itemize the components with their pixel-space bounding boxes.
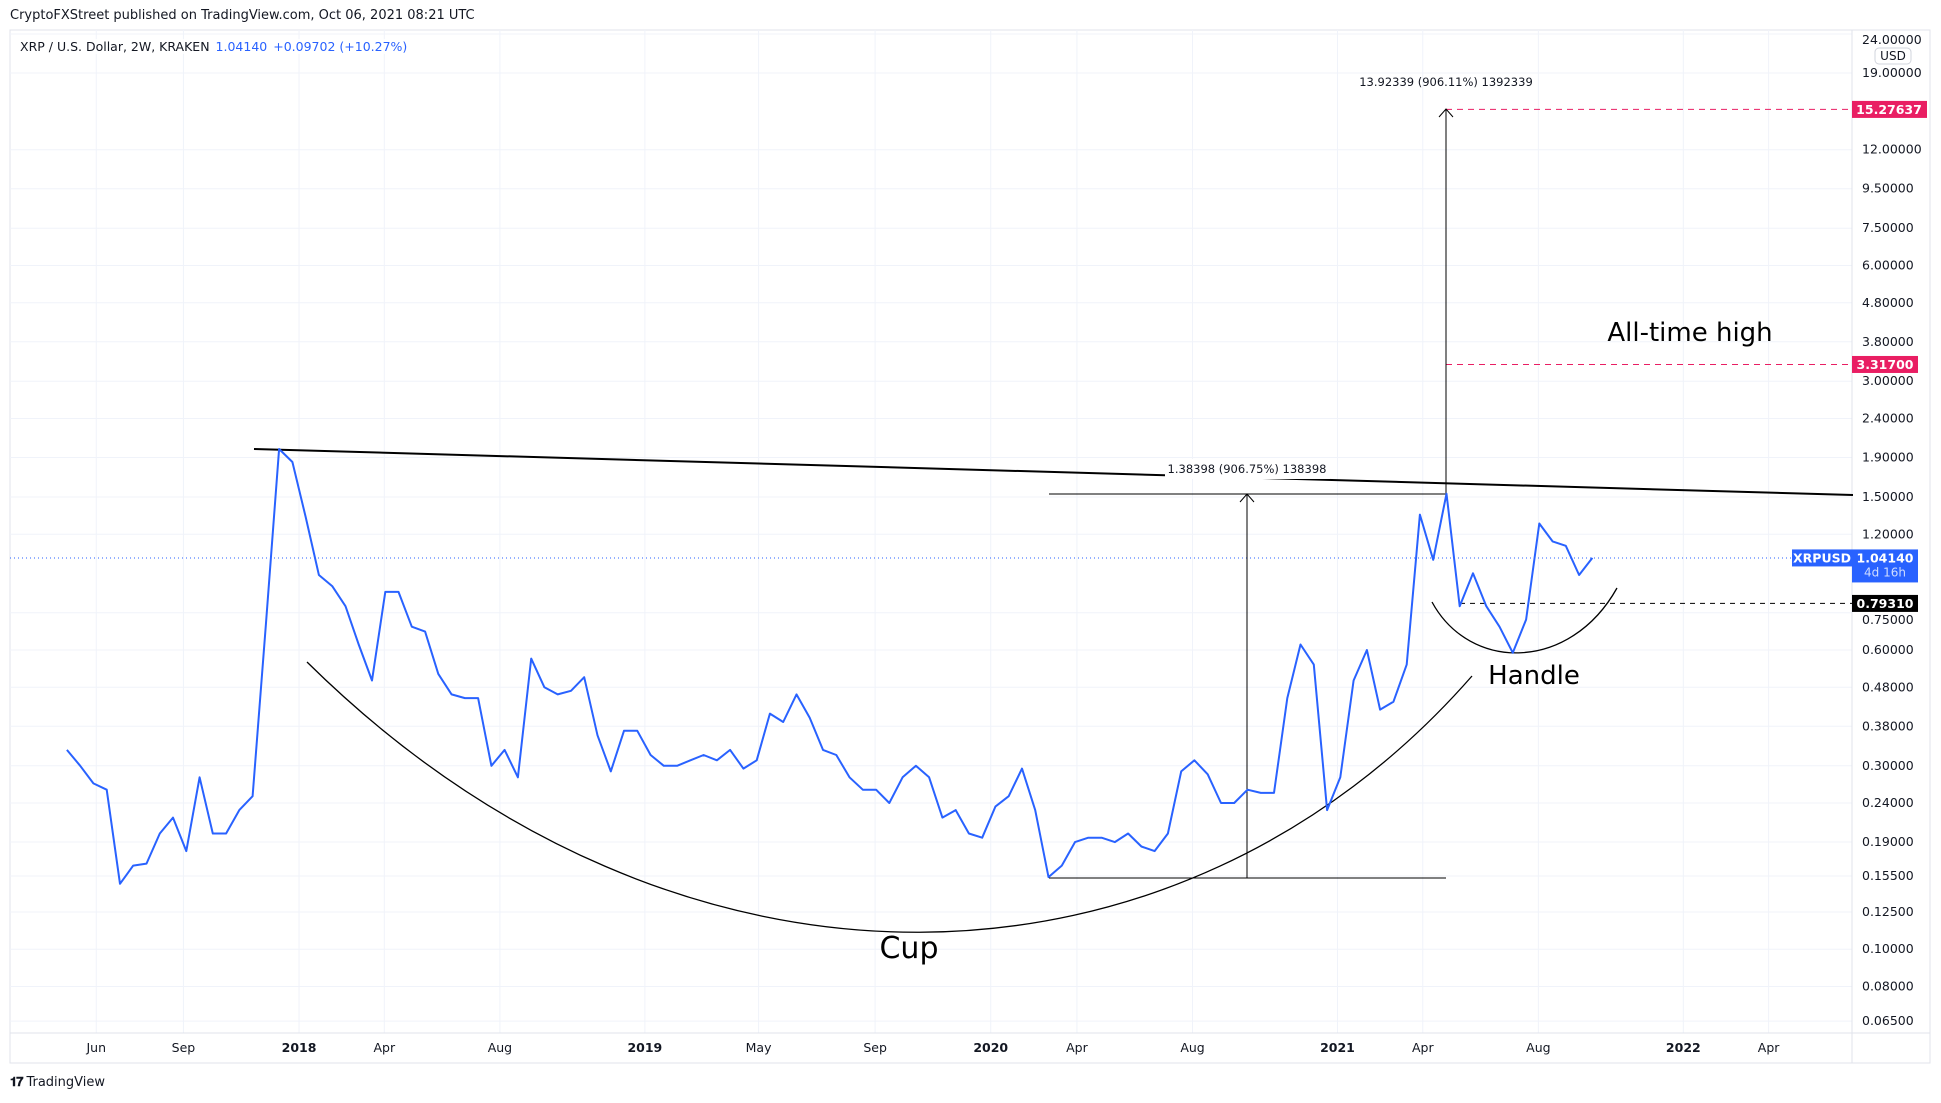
cup-annotation: Cup (879, 931, 938, 966)
price-tick-label: 0.75000 (1862, 612, 1914, 627)
price-tick-label: 0.19000 (1862, 834, 1914, 849)
countdown-text: 4d 16h (1864, 565, 1906, 579)
price-tick-label: 24.00000 (1862, 32, 1922, 47)
currency-badge[interactable]: USD (1874, 47, 1912, 65)
time-tick-label: 2020 (973, 1040, 1008, 1055)
last-price: 1.04140 (215, 39, 268, 54)
arrow-up-icon (1239, 493, 1255, 503)
time-tick-label: 2018 (282, 1040, 317, 1055)
price-tick-label: 7.50000 (1862, 220, 1914, 235)
time-tick-label: Apr (1758, 1040, 1780, 1055)
price-tick-label: 0.48000 (1862, 679, 1914, 694)
resistance-trendline[interactable] (253, 448, 1854, 496)
time-tick-label: 2019 (627, 1040, 662, 1055)
time-tick-label: 2021 (1320, 1040, 1355, 1055)
cup-arc[interactable] (306, 661, 1473, 933)
price-tick-label: 1.50000 (1862, 489, 1914, 504)
price-tick-label: 0.24000 (1862, 795, 1914, 810)
time-tick-label: Aug (1526, 1040, 1550, 1055)
measure-cup-label: 1.38398 (906.75%) 138398 (1168, 462, 1327, 476)
svg-text:15.27637: 15.27637 (1856, 102, 1922, 117)
arrow-up-icon (1438, 108, 1454, 118)
price-tick-label: 1.20000 (1862, 526, 1914, 541)
symbol-tag-text: XRPUSD (1793, 550, 1851, 565)
publish-info: CryptoFXStreet published on TradingView.… (10, 8, 475, 23)
price-tick-label: 19.00000 (1862, 65, 1922, 80)
xrp-price-series[interactable] (66, 448, 1594, 885)
measure-target-label: 13.92339 (906.11%) 1392339 (1359, 75, 1533, 89)
symbol-title: XRP / U.S. Dollar, 2W, KRAKEN (20, 39, 210, 54)
cup-depth-measure[interactable] (1049, 493, 1446, 879)
chart-frame (9, 29, 1931, 1064)
svg-text:3.31700: 3.31700 (1857, 357, 1914, 372)
price-tick-label: 1.90000 (1862, 450, 1914, 465)
price-tick-label: 0.12500 (1862, 904, 1914, 919)
price-tick-label: 12.00000 (1862, 142, 1922, 157)
handle-annotation: Handle (1488, 661, 1580, 691)
current-price-text: 1.04140 (1857, 550, 1914, 565)
price-tick-label: 3.00000 (1862, 373, 1914, 388)
time-tick-label: Sep (172, 1040, 196, 1055)
time-tick-label: Apr (374, 1040, 396, 1055)
tradingview-logo-icon: 𝟏𝟕 (10, 1075, 24, 1090)
time-tick-label: Apr (1066, 1040, 1088, 1055)
price-tick-label: 0.08000 (1862, 979, 1914, 994)
time-tick-label: Apr (1412, 1040, 1434, 1055)
support-price-badge: 0.79310 (1852, 594, 1918, 612)
svg-text:USD: USD (1880, 49, 1906, 63)
current-price-badge: XRPUSD 1.04140 4d 16h (1792, 549, 1918, 583)
ath-annotation: All-time high (1607, 318, 1772, 348)
price-tick-label: 0.10000 (1862, 941, 1914, 956)
svg-text:0.79310: 0.79310 (1857, 596, 1914, 611)
price-tick-label: 3.80000 (1862, 334, 1914, 349)
measure-label-bg (1165, 459, 1330, 479)
target-price-badge: 15.27637 (1852, 100, 1927, 118)
ath-price-badge: 3.31700 (1852, 355, 1918, 373)
price-tick-label: 4.80000 (1862, 295, 1914, 310)
price-tick-label: 0.30000 (1862, 758, 1914, 773)
price-tick-label: 0.06500 (1862, 1013, 1914, 1028)
price-axis[interactable]: 24.00000 19.00000 12.00000 9.50000 7.50000 6.… (1862, 32, 1922, 1028)
time-tick-label: Sep (863, 1040, 887, 1055)
symbol-legend[interactable]: XRP / U.S. Dollar, 2W, KRAKEN 1.04140 +0.0… (20, 39, 408, 54)
brand-name: TradingView (26, 1075, 106, 1090)
price-tick-label: 0.60000 (1862, 642, 1914, 657)
price-tick-label: 0.15500 (1862, 868, 1914, 883)
price-change: +0.09702 (+10.27%) (273, 39, 408, 54)
time-axis[interactable]: Jun Sep 2018 Apr Aug 2019 May Sep 2020 Apr Aug 2021… (86, 1040, 1781, 1055)
price-tick-label: 6.00000 (1862, 257, 1914, 272)
grid (10, 30, 1852, 1033)
price-tick-label: 2.40000 (1862, 411, 1914, 426)
target-measure[interactable] (1438, 108, 1454, 494)
symbol-tag (1792, 549, 1852, 567)
price-tick-label: 0.38000 (1862, 718, 1914, 733)
time-tick-label: Jun (86, 1040, 107, 1055)
footer[interactable]: 𝟏𝟕 TradingView (10, 1075, 105, 1090)
handle-arc[interactable] (1431, 587, 1618, 654)
time-tick-label: Aug (1180, 1040, 1204, 1055)
price-tick-label: 9.50000 (1862, 181, 1914, 196)
time-tick-label: 2022 (1666, 1040, 1701, 1055)
time-tick-label: May (746, 1040, 772, 1055)
time-tick-label: Aug (488, 1040, 512, 1055)
